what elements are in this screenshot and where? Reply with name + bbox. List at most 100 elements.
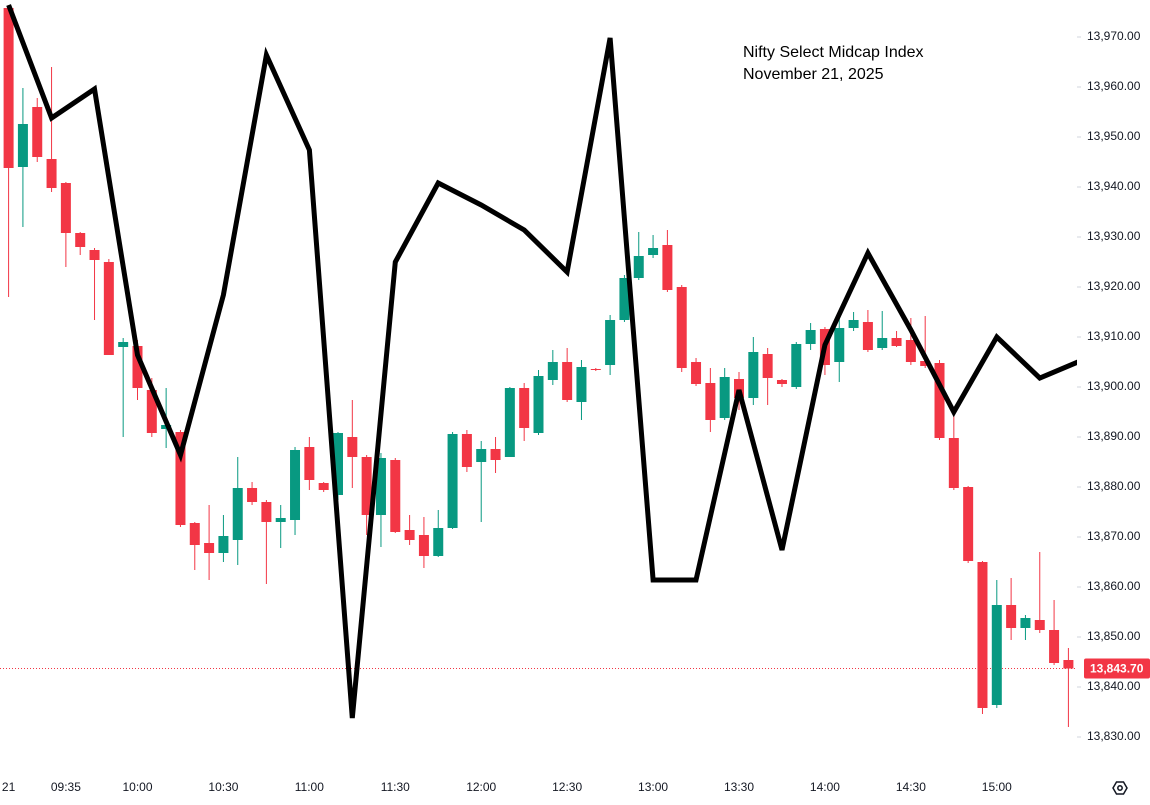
x-tick-label: 11:30 [381,780,410,794]
y-tick-label: 13,910.00 [1087,329,1141,343]
candle-body [261,502,272,522]
candle-body [433,528,444,556]
x-tick-label: 11:00 [295,780,324,794]
candle-body [404,530,415,540]
candle-body [805,330,816,344]
y-tick-label: 13,830.00 [1087,729,1141,743]
candle-body [691,362,702,384]
candle-body [948,438,959,488]
x-tick-label: 09:35 [51,780,81,794]
candle-body [89,250,100,260]
y-tick-label: 13,940.00 [1087,179,1141,193]
y-tick-label: 13,970.00 [1087,29,1141,43]
x-tick-label: 10:00 [122,780,152,794]
candle-body [1049,630,1060,663]
candle-body [375,458,386,515]
candle-body [590,369,601,370]
candle-body [390,460,401,532]
candle-body [447,434,458,528]
candle-body [977,562,988,708]
candle-body [46,159,57,188]
candle-body [146,390,157,433]
candle-body [748,352,759,398]
x-tick-label: 13:00 [638,780,668,794]
y-tick-label: 13,900.00 [1087,379,1141,393]
x-tick-label: 15:00 [982,780,1012,794]
candle-body [1020,618,1031,628]
candle-body [247,488,258,502]
y-tick-label: 13,890.00 [1087,429,1141,443]
candle-body [934,363,945,438]
candle-body [290,450,301,520]
candle-body [776,380,787,384]
chart-subtitle: November 21, 2025 [743,66,884,83]
candle-body [848,320,859,328]
candle-body [905,340,916,362]
x-tick-label: 21 [2,780,16,794]
candle-body [719,377,730,418]
candle-body [418,535,429,556]
y-tick-label: 13,850.00 [1087,629,1141,643]
y-tick-label: 13,880.00 [1087,479,1141,493]
plot-area [0,4,1077,727]
candle-body [633,256,644,278]
x-tick-label: 14:30 [896,780,926,794]
candle-body [461,434,472,467]
y-tick-label: 13,870.00 [1087,529,1141,543]
candle-body [862,322,873,350]
candle-body [519,388,530,428]
candle-body [991,605,1002,705]
candle-body [1063,660,1074,669]
candle-body [648,248,659,255]
candle-body [676,287,687,368]
candle-body [175,432,186,525]
x-tick-label: 10:30 [208,780,238,794]
candle-body [619,278,630,320]
y-tick-label: 13,930.00 [1087,229,1141,243]
candle-body [17,124,28,167]
candle-body [3,8,14,168]
candle-body [304,447,315,480]
candle-body [662,245,673,290]
candle-body [762,354,773,378]
candle-body [275,518,286,522]
candle-body [60,183,71,233]
candle-body [920,361,931,366]
overlay-line [6,4,1077,719]
candle-body [834,328,845,362]
x-tick-label: 14:00 [810,780,840,794]
x-tick-label: 12:30 [552,780,582,794]
y-tick-label: 13,860.00 [1087,579,1141,593]
candle-body [533,376,544,433]
candle-body [103,262,114,355]
candle-body [891,338,902,346]
last-price-label: 13,843.70 [1090,662,1144,676]
candle-body [476,449,487,462]
candle-body [32,107,43,157]
candle-body [562,362,573,400]
candle-body [576,367,587,402]
last-price-tag [1084,658,1150,679]
candle-body [332,433,343,495]
candle-body [963,487,974,561]
chart-title: Nifty Select Midcap Index [743,44,924,61]
candle-body [1034,620,1045,630]
y-tick-label: 13,840.00 [1087,679,1141,693]
y-tick-label: 13,960.00 [1087,79,1141,93]
candle-body [734,379,745,398]
candle-body [605,320,616,365]
candle-body [361,457,372,515]
candle-body [547,362,558,380]
candle-body [504,388,515,457]
candle-body [75,233,86,247]
y-tick-label: 13,950.00 [1087,129,1141,143]
candle-body [877,338,888,348]
candle-body [791,344,802,387]
settings-icon[interactable] [1112,781,1128,795]
candle-body [189,523,200,545]
candle-body [705,383,716,420]
candle-body [490,449,501,460]
candle-body [232,488,243,540]
candle-body [118,342,129,347]
